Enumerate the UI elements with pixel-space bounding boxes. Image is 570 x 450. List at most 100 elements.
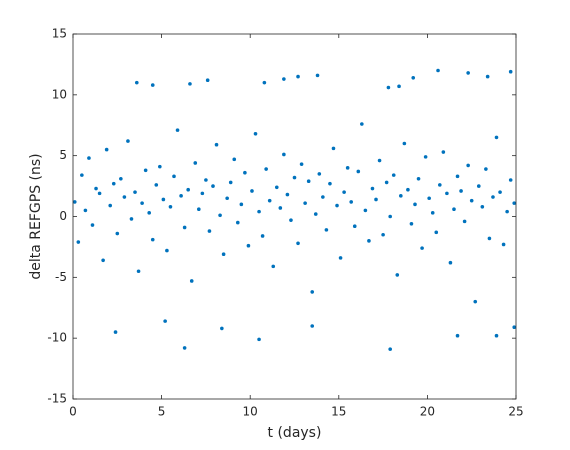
point [143,168,148,173]
point [384,180,389,185]
point [427,196,431,201]
point [466,71,470,75]
point [104,147,109,152]
point [228,180,233,185]
point [328,181,332,186]
x-tick-label: 20 [420,405,435,419]
point [235,220,240,225]
point [186,187,190,192]
point [512,325,517,330]
plot-area [73,34,516,399]
point [271,264,276,269]
point [282,77,286,81]
point [147,211,151,215]
point [413,202,417,207]
point [388,214,392,219]
point [436,68,440,73]
point [484,167,488,171]
point [349,200,354,204]
point [445,191,449,196]
point [508,69,513,74]
point [292,175,297,180]
point [161,197,166,202]
point [163,319,167,323]
point [448,260,453,265]
point [274,185,279,190]
point [150,237,155,242]
point [399,194,403,198]
point [438,183,442,187]
point [352,224,357,229]
point [402,141,407,146]
point [193,161,198,165]
point [296,241,300,246]
point [480,204,485,209]
point [391,173,396,177]
point [188,82,192,86]
point [250,189,254,193]
point [512,201,517,205]
point [313,212,318,216]
y-tick-label: 0 [59,209,67,223]
point [214,142,219,147]
point [306,179,311,184]
point [487,236,492,241]
point [111,181,116,186]
point [267,198,272,203]
point [182,346,187,350]
point [501,242,506,247]
point [434,230,439,235]
point [508,178,513,182]
point [278,206,283,210]
point [115,231,120,236]
point [189,279,194,283]
point [367,239,371,243]
point [285,192,290,197]
point [232,157,237,162]
point [494,135,499,140]
point [136,269,141,274]
point [310,290,315,294]
point [257,209,261,214]
point [90,223,95,227]
y-tick-label: 5 [59,148,67,162]
point [441,150,446,154]
point [197,207,201,211]
point [165,248,169,253]
point [363,208,368,213]
point [87,156,91,160]
point [462,219,467,224]
point [182,225,187,230]
point [455,333,460,338]
point [324,228,329,232]
point [83,208,88,213]
point [179,194,183,198]
point [395,273,400,277]
point [264,167,268,171]
point [246,243,251,248]
point [406,187,410,192]
point [335,203,339,208]
point [154,183,159,187]
point [338,256,343,260]
point [491,195,495,199]
point [386,85,391,90]
point [289,218,293,222]
point [296,74,300,79]
point [80,173,84,177]
point [133,190,137,194]
y-tick-label: 15 [52,27,67,41]
point [172,174,176,179]
point [122,195,127,199]
point [282,152,286,157]
point [101,258,105,263]
point [409,222,414,226]
point [225,196,229,201]
point [317,172,322,176]
point [126,139,130,143]
point [315,73,320,78]
point [331,146,336,151]
point [97,191,102,196]
point [411,76,416,80]
point [119,176,123,181]
